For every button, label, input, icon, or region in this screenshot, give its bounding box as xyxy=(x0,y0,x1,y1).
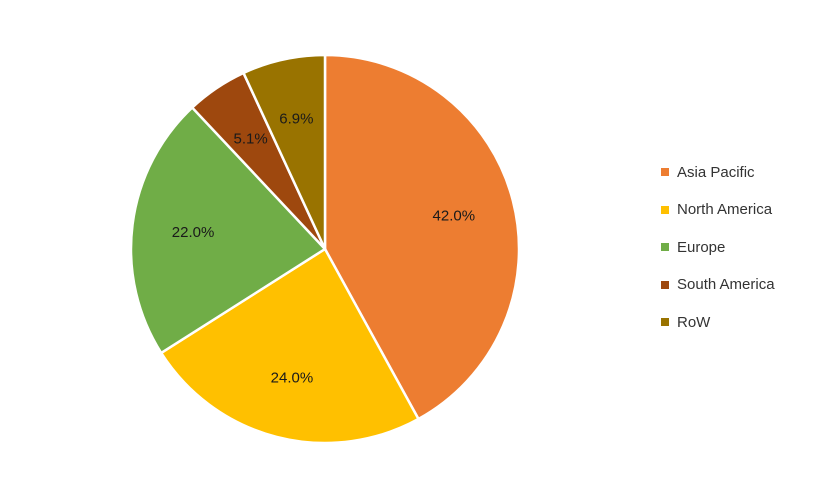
pie-slice-europe xyxy=(129,106,327,355)
legend-swatch xyxy=(661,318,669,326)
legend-swatch xyxy=(661,243,669,251)
legend-label: South America xyxy=(677,276,775,293)
legend-item-europe: Europe xyxy=(661,237,775,257)
legend-label: North America xyxy=(677,201,773,218)
data-label-europe: 22.0% xyxy=(172,224,215,241)
legend-swatch xyxy=(661,280,669,289)
pie-slice-asia-pacific xyxy=(323,53,521,421)
legend-label: Europe xyxy=(677,238,726,256)
legend-item-north-america: North America xyxy=(661,200,775,220)
pie-slice-north-america xyxy=(159,247,420,445)
legend-label: Asia Pacific xyxy=(677,163,755,181)
data-label-row: 6.9% xyxy=(279,111,313,128)
data-label-north-america: 24.0% xyxy=(271,369,314,386)
chart-legend: Asia Pacific North America Europe South … xyxy=(661,162,775,350)
legend-swatch xyxy=(661,205,669,214)
legend-item-asia-pacific: Asia Pacific xyxy=(661,162,775,182)
legend-label: RoW xyxy=(677,313,711,331)
data-label-asia-pacific: 42.0% xyxy=(433,207,476,224)
data-label-south-america: 5.1% xyxy=(233,130,267,147)
legend-item-south-america: South America xyxy=(661,275,775,295)
legend-swatch xyxy=(661,168,669,176)
pie-slice-row xyxy=(242,53,327,251)
legend-item-row: RoW xyxy=(661,312,775,332)
